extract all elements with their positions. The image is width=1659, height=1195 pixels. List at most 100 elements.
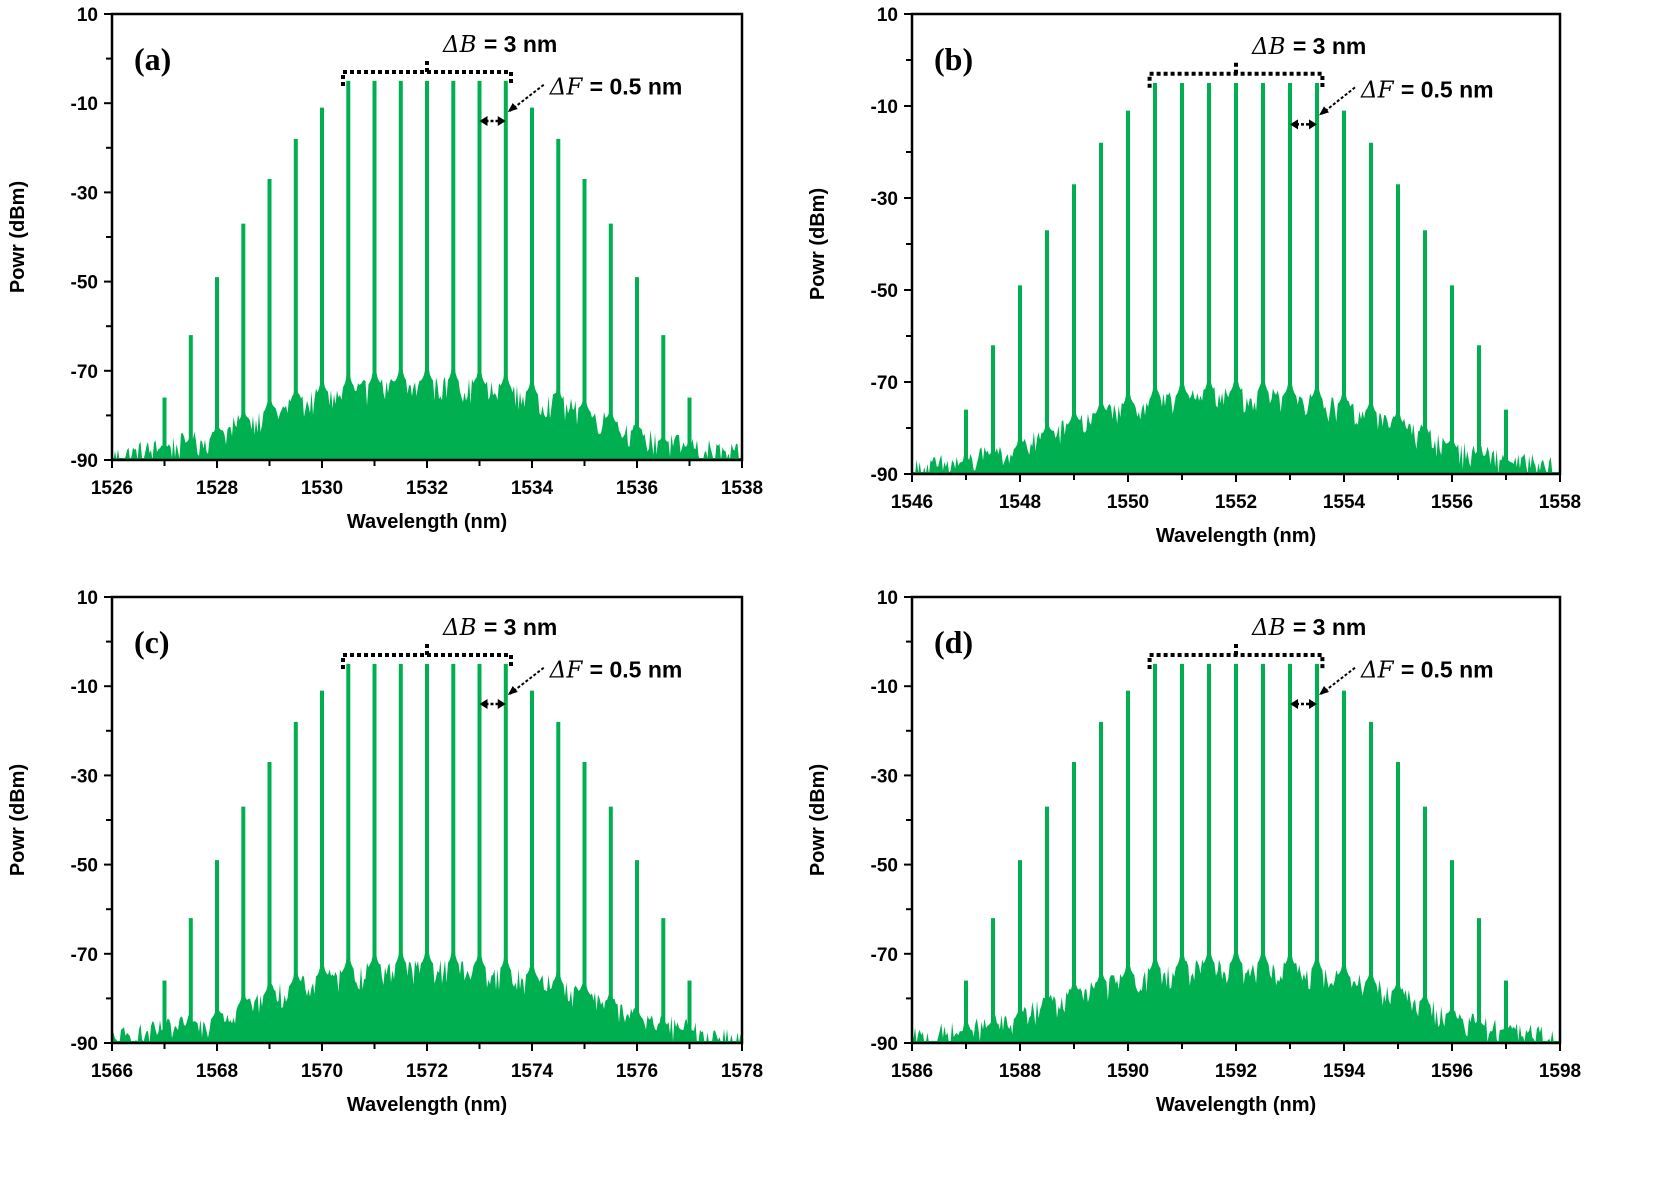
spacing-pointer-head bbox=[1319, 686, 1329, 696]
y-tick-label: -10 bbox=[71, 94, 98, 115]
spacing-pointer-head bbox=[507, 103, 518, 113]
x-tick-label: 1548 bbox=[999, 492, 1041, 513]
delta-f-value: = 0.5 nm bbox=[1401, 76, 1494, 102]
chart-panel-a: 1526 1528 1530 1532 1534 1536 1538 10 -10 -30 -50 -… bbox=[7, 5, 763, 533]
delta-b-symbol: ΔB bbox=[1251, 34, 1293, 60]
spacing-arrowhead-left bbox=[1290, 119, 1298, 130]
y-tick-label: -50 bbox=[871, 856, 898, 877]
x-tick-label: 1526 bbox=[91, 478, 133, 499]
panel-label: (a) bbox=[134, 41, 171, 77]
x-tick-label: 1538 bbox=[721, 478, 763, 499]
delta-b-symbol: ΔB bbox=[442, 32, 484, 58]
x-tick-label: 1590 bbox=[1107, 1061, 1149, 1082]
x-tick-label: 1528 bbox=[196, 478, 238, 499]
y-tick-label: 10 bbox=[877, 5, 898, 26]
x-axis-title: Wavelength (nm) bbox=[347, 511, 507, 533]
spacing-annotation: ΔF = 0.5 nm bbox=[1360, 657, 1494, 684]
x-tick-label: 1574 bbox=[511, 1061, 554, 1082]
bandwidth-annotation: ΔB = 3 nm bbox=[1251, 614, 1366, 641]
y-tick-label: -70 bbox=[71, 362, 98, 383]
bandwidth-bracket bbox=[1147, 59, 1325, 88]
spacing-annotation: ΔF = 0.5 nm bbox=[1360, 76, 1494, 103]
y-axis-title: Powr (dBm) bbox=[807, 764, 829, 876]
spacing-arrowhead-left bbox=[1290, 699, 1298, 710]
y-tick-label: -10 bbox=[71, 677, 98, 698]
delta-f-symbol: ΔF bbox=[1360, 77, 1401, 103]
panel-label: (c) bbox=[134, 624, 170, 660]
x-tick-label: 1586 bbox=[891, 1061, 933, 1082]
spacing-arrowhead-right bbox=[1309, 699, 1317, 710]
delta-f-value: = 0.5 nm bbox=[590, 657, 683, 683]
x-tick-label: 1532 bbox=[406, 478, 448, 499]
y-tick-label: -90 bbox=[871, 465, 898, 486]
y-tick-label: -90 bbox=[871, 1034, 898, 1055]
x-tick-label: 1576 bbox=[616, 1061, 658, 1082]
y-tick-label: -90 bbox=[71, 451, 98, 472]
y-tick-label: -70 bbox=[871, 373, 898, 394]
y-axis-title: Powr (dBm) bbox=[7, 181, 29, 293]
x-tick-label: 1594 bbox=[1323, 1061, 1366, 1082]
bandwidth-annotation: ΔB = 3 nm bbox=[442, 31, 557, 58]
y-tick-label: -30 bbox=[71, 183, 98, 204]
delta-b-value: = 3 nm bbox=[1293, 33, 1367, 59]
bandwidth-bracket bbox=[1147, 640, 1325, 669]
y-axis-title: Powr (dBm) bbox=[807, 188, 829, 300]
panel-label: (b) bbox=[934, 41, 973, 77]
spacing-pointer-head bbox=[507, 686, 518, 696]
delta-b-symbol: ΔB bbox=[442, 615, 484, 641]
x-tick-label: 1566 bbox=[91, 1061, 133, 1082]
x-tick-label: 1530 bbox=[301, 478, 343, 499]
delta-b-value: = 3 nm bbox=[484, 31, 558, 57]
delta-f-symbol: ΔF bbox=[549, 658, 590, 684]
x-tick-label: 1552 bbox=[1215, 492, 1257, 513]
y-tick-label: 10 bbox=[77, 5, 98, 26]
x-tick-label: 1554 bbox=[1323, 492, 1366, 513]
y-tick-label: -10 bbox=[871, 97, 898, 118]
spacing-annotation: ΔF = 0.5 nm bbox=[549, 74, 683, 101]
bandwidth-annotation: ΔB = 3 nm bbox=[1251, 33, 1366, 60]
x-tick-label: 1578 bbox=[721, 1061, 763, 1082]
x-tick-label: 1572 bbox=[406, 1061, 448, 1082]
x-axis-title: Wavelength (nm) bbox=[1156, 525, 1316, 547]
x-tick-label: 1568 bbox=[196, 1061, 238, 1082]
spacing-arrowhead-left bbox=[479, 116, 488, 127]
spacing-arrowhead-right bbox=[497, 699, 506, 710]
delta-f-symbol: ΔF bbox=[549, 75, 590, 101]
delta-b-value: = 3 nm bbox=[484, 614, 558, 640]
y-tick-label: -70 bbox=[71, 945, 98, 966]
y-tick-label: -30 bbox=[871, 766, 898, 787]
x-tick-label: 1598 bbox=[1539, 1061, 1581, 1082]
delta-f-value: = 0.5 nm bbox=[590, 74, 683, 100]
bandwidth-bracket bbox=[341, 57, 513, 86]
y-tick-label: -30 bbox=[871, 189, 898, 210]
x-tick-label: 1588 bbox=[999, 1061, 1041, 1082]
y-tick-label: -70 bbox=[871, 945, 898, 966]
y-tick-label: -30 bbox=[71, 766, 98, 787]
x-tick-label: 1558 bbox=[1539, 492, 1581, 513]
bandwidth-annotation: ΔB = 3 nm bbox=[442, 614, 557, 641]
chart-panel-b: 1546 1548 1550 1552 1554 1556 1558 10 -10 -30 -50 -… bbox=[807, 5, 1581, 547]
x-tick-label: 1592 bbox=[1215, 1061, 1257, 1082]
y-tick-label: -50 bbox=[71, 273, 98, 294]
y-tick-label: 10 bbox=[77, 588, 98, 609]
y-tick-label: -50 bbox=[871, 281, 898, 302]
delta-f-value: = 0.5 nm bbox=[1401, 657, 1494, 683]
spacing-arrowhead-left bbox=[479, 699, 488, 710]
y-tick-label: -50 bbox=[71, 856, 98, 877]
x-axis-title: Wavelength (nm) bbox=[347, 1094, 507, 1116]
y-tick-label: 10 bbox=[877, 588, 898, 609]
x-tick-label: 1536 bbox=[616, 478, 658, 499]
y-tick-label: -10 bbox=[871, 677, 898, 698]
x-tick-label: 1534 bbox=[511, 478, 554, 499]
x-tick-label: 1570 bbox=[301, 1061, 343, 1082]
bandwidth-bracket bbox=[341, 640, 513, 669]
chart-panel-d: 1586 1588 1590 1592 1594 1596 1598 10 -10 -30 -50 -… bbox=[807, 588, 1581, 1116]
chart-panel-c: 1566 1568 1570 1572 1574 1576 1578 10 -10 -30 -50 -… bbox=[7, 588, 763, 1116]
panel-label: (d) bbox=[934, 624, 973, 660]
delta-b-symbol: ΔB bbox=[1251, 615, 1293, 641]
x-axis-title: Wavelength (nm) bbox=[1156, 1094, 1316, 1116]
x-tick-label: 1550 bbox=[1107, 492, 1149, 513]
y-axis-title: Powr (dBm) bbox=[7, 764, 29, 876]
x-tick-label: 1596 bbox=[1431, 1061, 1473, 1082]
